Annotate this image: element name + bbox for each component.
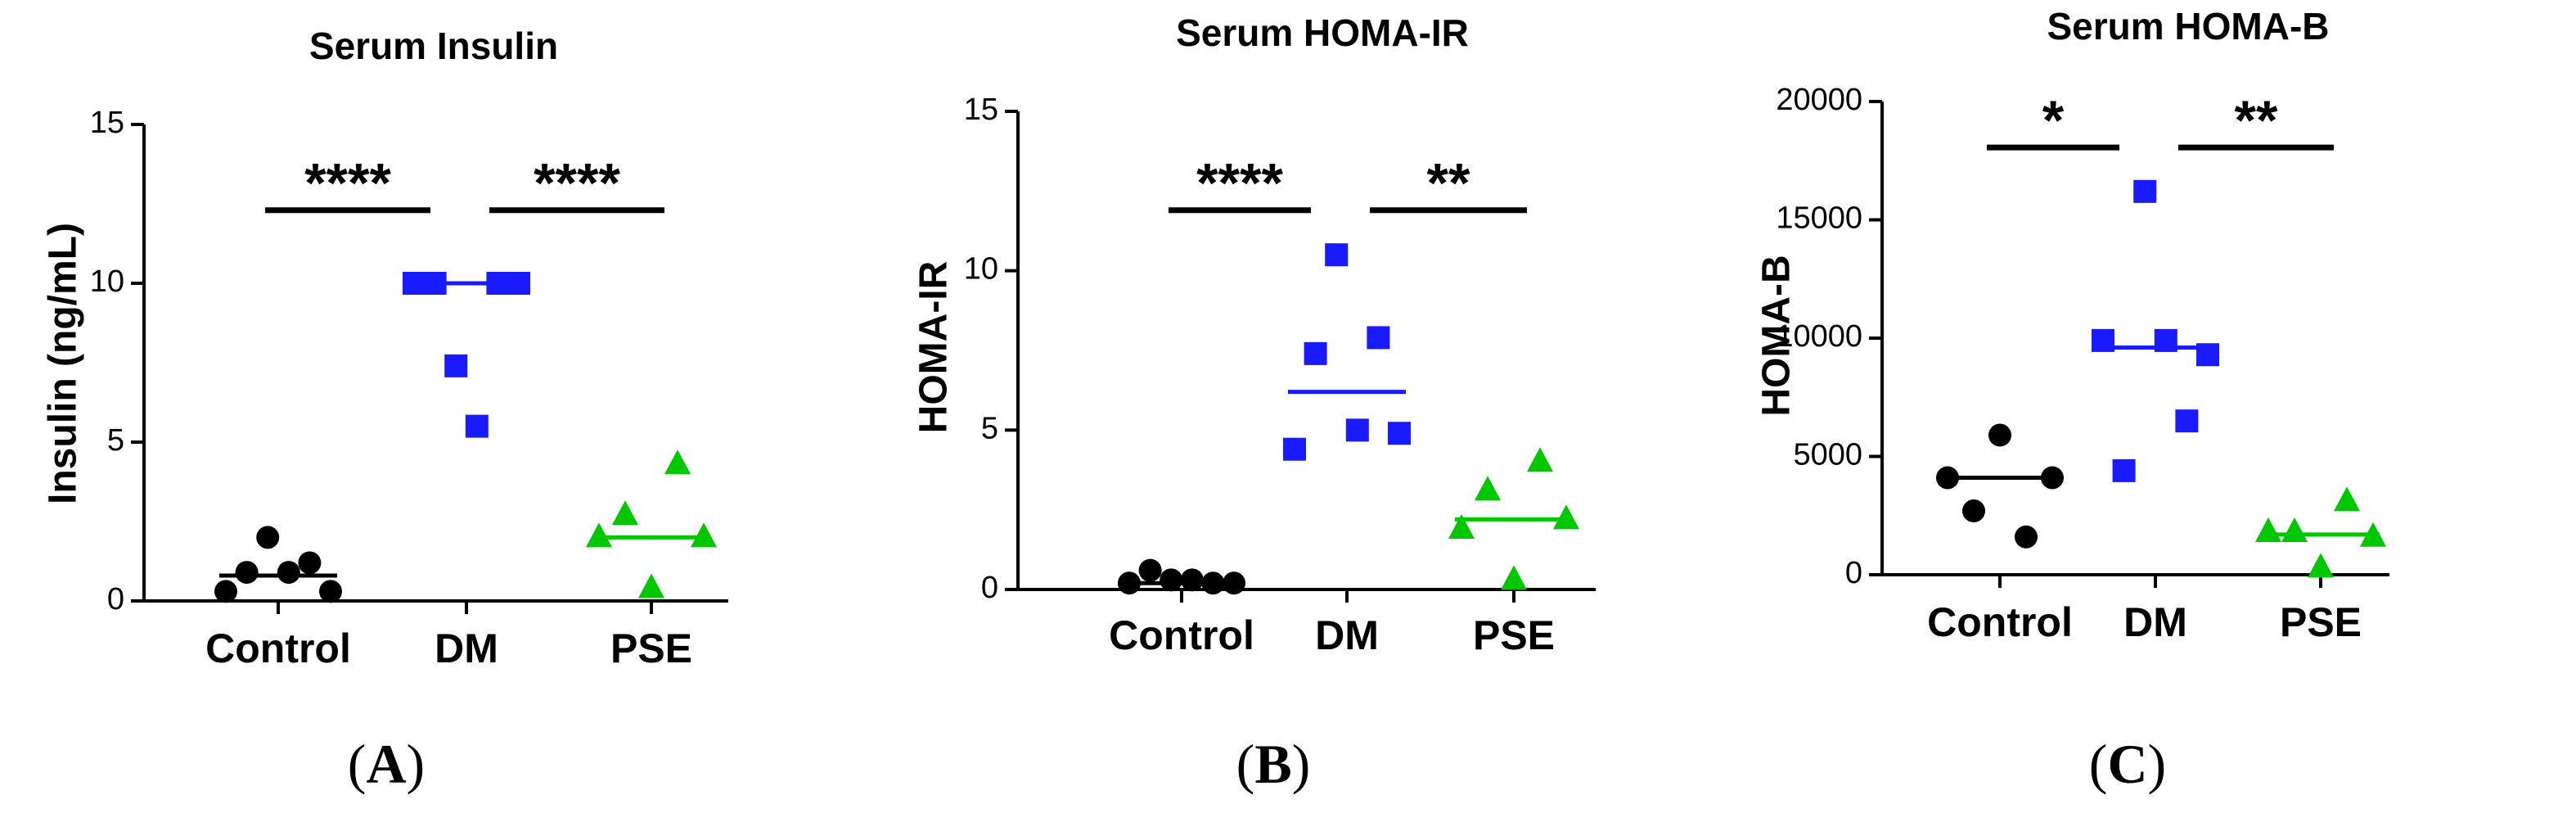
data-point xyxy=(612,500,638,526)
significance-label: **** xyxy=(1196,152,1283,215)
panel-label: (B) xyxy=(1236,733,1311,795)
y-tick-label: 10 xyxy=(90,264,124,299)
data-point xyxy=(444,354,468,377)
data-point xyxy=(256,526,280,549)
data-point xyxy=(1527,447,1553,472)
data-point xyxy=(319,580,342,603)
data-point xyxy=(1325,243,1349,267)
data-point xyxy=(2255,517,2281,542)
data-point xyxy=(1388,422,1411,445)
data-point xyxy=(2175,409,2199,433)
x-tick-label: Control xyxy=(205,626,351,671)
y-axis-label: HOMA-IR xyxy=(912,261,956,434)
panel-label-part: ) xyxy=(407,733,426,795)
significance-label: ** xyxy=(1427,152,1470,215)
chart-title: Serum HOMA-B xyxy=(2047,5,2329,47)
y-tick-label: 5 xyxy=(981,411,998,445)
panel-label-part: ( xyxy=(348,733,367,795)
panel-label-part: A xyxy=(366,733,406,795)
x-tick-label: DM xyxy=(1315,612,1379,658)
data-point xyxy=(214,580,237,603)
data-point xyxy=(1160,568,1183,592)
data-point xyxy=(1304,341,1327,365)
panel-label-part: C xyxy=(2107,733,2147,795)
panel-label-part: ( xyxy=(1236,733,1255,795)
significance-label: **** xyxy=(534,152,620,215)
significance-label: **** xyxy=(304,152,391,215)
data-point xyxy=(2308,553,2334,578)
data-point xyxy=(1138,558,1162,582)
y-tick-label: 5000 xyxy=(1793,438,1862,472)
data-point xyxy=(586,522,612,548)
y-tick-label: 15 xyxy=(90,106,124,140)
y-tick-label: 15000 xyxy=(1776,201,1862,236)
y-tick-label: 15 xyxy=(964,93,998,127)
data-point xyxy=(2133,179,2157,203)
panel-label-part: B xyxy=(1254,733,1291,795)
significance-label: * xyxy=(2042,89,2065,151)
data-point xyxy=(2015,525,2038,549)
data-point xyxy=(1988,423,2011,447)
significance-label: ** xyxy=(2235,89,2278,151)
panel-label-part: ) xyxy=(2148,733,2167,795)
y-axis-label: Insulin (ng/mL) xyxy=(42,223,85,504)
data-point xyxy=(1180,568,1204,592)
x-tick-label: PSE xyxy=(1473,612,1555,658)
data-point xyxy=(1367,326,1390,350)
data-point xyxy=(1345,418,1369,442)
x-tick-label: Control xyxy=(1109,612,1254,658)
data-point xyxy=(664,449,691,475)
y-tick-label: 0 xyxy=(107,582,124,616)
panel-label: (A) xyxy=(348,733,425,795)
data-point xyxy=(638,573,664,598)
data-point xyxy=(465,414,489,438)
data-point xyxy=(691,522,717,548)
data-point xyxy=(2281,517,2308,542)
panel-label-part: ) xyxy=(1292,733,1311,795)
panel-label: (C) xyxy=(2089,733,2166,795)
data-point xyxy=(1448,514,1475,540)
data-point xyxy=(1475,476,1501,501)
chart-title: Serum HOMA-IR xyxy=(1176,11,1469,54)
data-point xyxy=(235,561,259,585)
data-point xyxy=(1553,504,1579,530)
data-point xyxy=(1283,437,1306,461)
data-point xyxy=(2112,458,2136,482)
data-point xyxy=(1501,565,1527,590)
x-tick-label: Control xyxy=(1927,599,2073,645)
x-tick-label: DM xyxy=(2123,599,2187,645)
y-tick-label: 10000 xyxy=(1776,319,1862,354)
data-point xyxy=(1962,499,1985,522)
y-tick-label: 5 xyxy=(107,423,124,458)
x-tick-label: DM xyxy=(435,626,498,671)
y-tick-label: 20000 xyxy=(1776,83,1862,117)
x-tick-label: PSE xyxy=(610,626,692,671)
x-tick-label: PSE xyxy=(2280,599,2362,645)
y-tick-label: 0 xyxy=(981,571,998,605)
data-point xyxy=(2334,486,2360,512)
y-tick-label: 0 xyxy=(1845,556,1862,590)
data-point xyxy=(298,551,322,575)
panel-label-part: ( xyxy=(2089,733,2108,795)
y-axis-label: HOMA-B xyxy=(1755,255,1799,416)
chart-title: Serum Insulin xyxy=(309,25,558,67)
data-point xyxy=(277,561,300,585)
y-tick-label: 10 xyxy=(964,252,998,287)
